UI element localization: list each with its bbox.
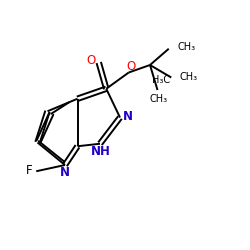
- Text: CH₃: CH₃: [150, 94, 168, 104]
- Text: N: N: [60, 166, 70, 179]
- Text: H₃C: H₃C: [152, 75, 170, 85]
- Text: N: N: [122, 110, 132, 123]
- Text: CH₃: CH₃: [180, 72, 198, 83]
- Text: O: O: [126, 60, 136, 73]
- Text: O: O: [87, 54, 96, 66]
- Text: NH: NH: [91, 145, 111, 158]
- Text: F: F: [26, 164, 32, 176]
- Text: CH₃: CH₃: [178, 42, 196, 52]
